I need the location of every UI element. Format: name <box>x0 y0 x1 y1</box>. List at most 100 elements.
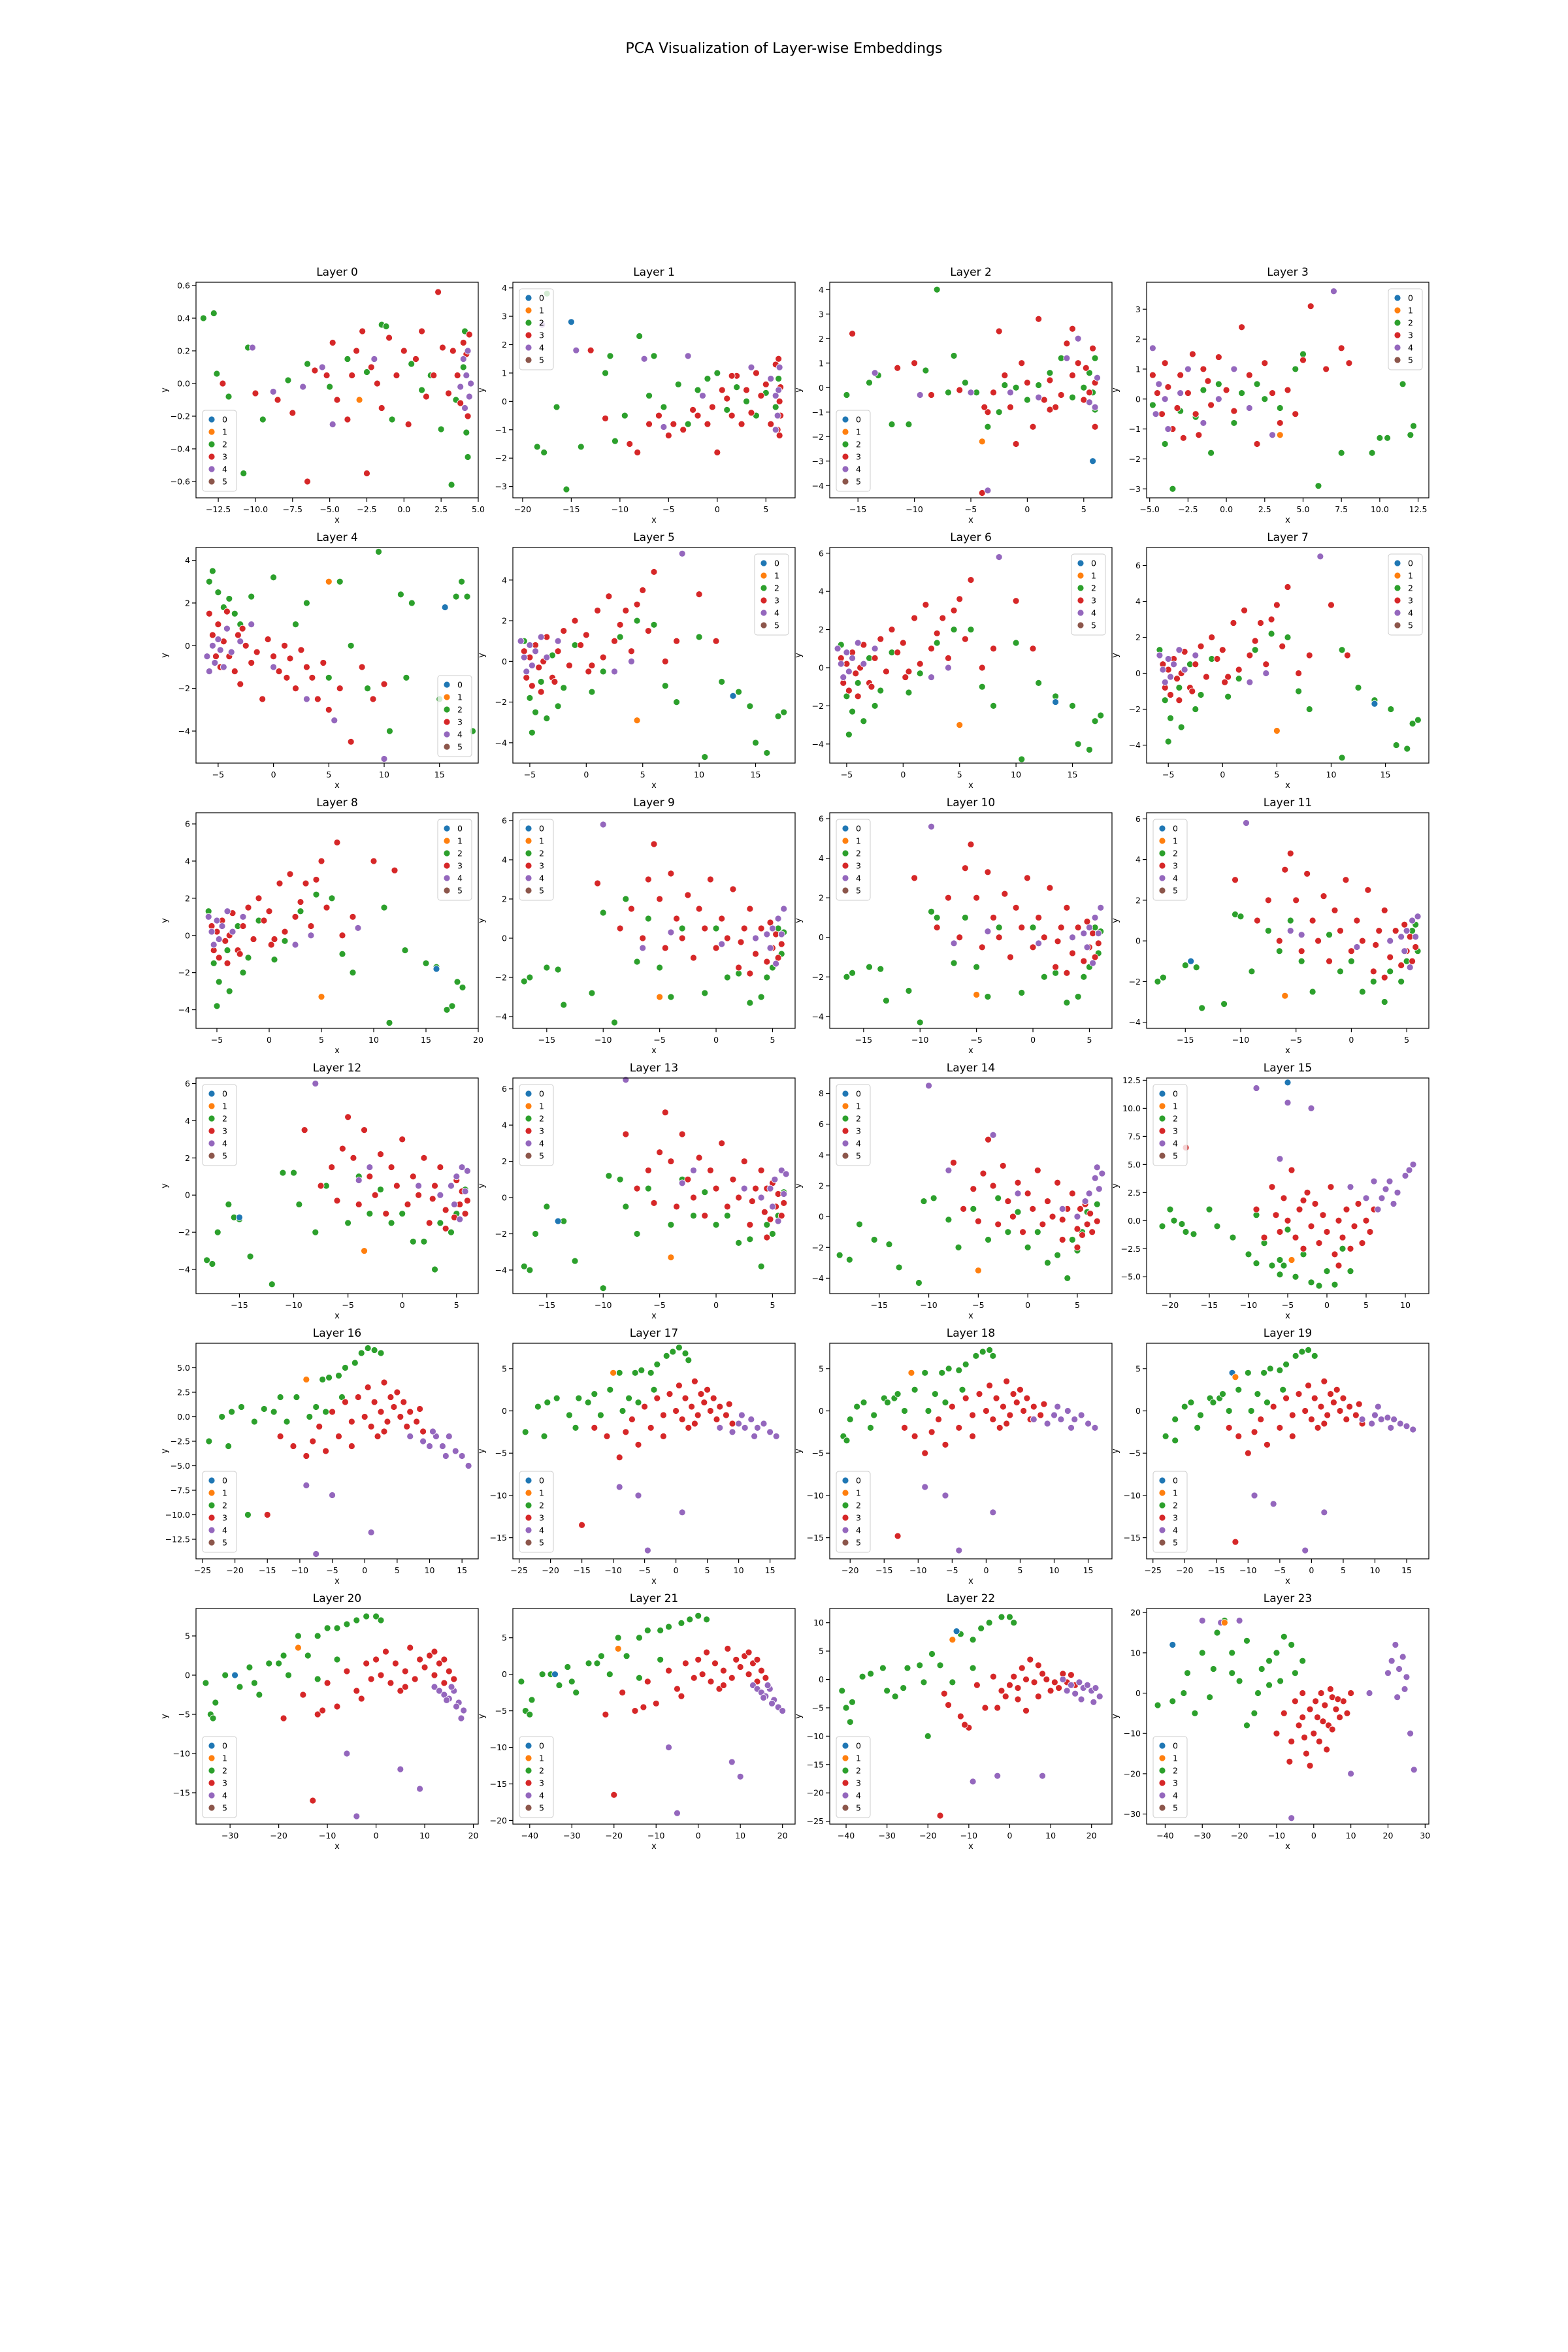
x-axis-label: x <box>335 1046 340 1056</box>
subplot-title: Layer 7 <box>1267 531 1309 544</box>
data-point-class-3 <box>1063 340 1071 348</box>
data-point-class-3 <box>1305 651 1313 659</box>
y-tick-label: 2 <box>185 893 190 903</box>
data-point-class-4 <box>1089 959 1097 967</box>
data-point-class-3 <box>1298 947 1305 955</box>
data-point-class-4 <box>438 1443 446 1450</box>
data-point-class-3 <box>945 1701 952 1709</box>
data-point-class-4 <box>1401 947 1409 955</box>
data-point-class-4 <box>453 1703 460 1710</box>
data-point-class-3 <box>916 660 924 668</box>
y-axis-label: y <box>794 387 804 393</box>
legend-marker-class-3 <box>525 1779 532 1787</box>
data-point-class-4 <box>1198 1617 1206 1624</box>
data-point-class-4 <box>457 383 465 391</box>
x-tick-label: 0.0 <box>397 504 410 514</box>
data-point-class-2 <box>250 1418 258 1426</box>
legend-label: 4 <box>539 1791 544 1801</box>
data-point-class-3 <box>1354 1200 1362 1207</box>
x-tick-label: 10 <box>419 1831 430 1840</box>
y-tick-label: −10 <box>490 1490 507 1500</box>
data-point-class-2 <box>985 1619 993 1627</box>
points-group <box>199 288 475 489</box>
legend-label: 4 <box>856 1526 861 1535</box>
data-point-class-4 <box>1269 1500 1277 1508</box>
data-point-class-3 <box>328 1164 336 1171</box>
data-point-class-3 <box>1014 1684 1022 1691</box>
data-point-class-2 <box>1315 1282 1323 1290</box>
figure-title: PCA Visualization of Layer-wise Embeddin… <box>625 41 943 57</box>
data-point-class-2 <box>1243 1722 1250 1729</box>
data-point-class-2 <box>1279 1386 1287 1394</box>
data-point-class-3 <box>990 645 997 653</box>
data-point-class-3 <box>1343 651 1351 659</box>
data-point-class-3 <box>911 1432 919 1440</box>
x-tick-label: 0 <box>715 504 720 514</box>
data-point-class-2 <box>1248 968 1256 975</box>
data-point-class-2 <box>877 687 885 694</box>
subplot-title: Layer 21 <box>630 1592 678 1605</box>
y-tick-label: 2 <box>185 1153 190 1163</box>
data-point-class-3 <box>380 680 388 688</box>
x-tick-label: 0 <box>362 1565 367 1575</box>
points-group <box>517 1612 787 1817</box>
legend-label: 3 <box>1173 1778 1178 1788</box>
x-tick-label: 0 <box>1309 1565 1314 1575</box>
legend-label: 2 <box>856 1766 861 1776</box>
subplot-title: Layer 17 <box>630 1327 678 1340</box>
data-point-class-3 <box>214 621 222 629</box>
y-tick-label: 3 <box>502 312 507 321</box>
legend-label: 4 <box>222 1526 227 1535</box>
data-point-class-2 <box>1307 1279 1315 1286</box>
data-point-class-2 <box>769 1230 776 1237</box>
x-tick-label: 10 <box>735 1831 745 1840</box>
data-point-class-3 <box>1335 1217 1343 1224</box>
data-point-class-3 <box>640 1703 647 1711</box>
data-point-class-3 <box>973 894 981 902</box>
data-point-class-3 <box>1026 1656 1034 1663</box>
data-point-class-3 <box>1161 359 1169 367</box>
legend-marker-class-5 <box>1394 621 1401 629</box>
data-point-class-3 <box>463 1197 471 1205</box>
data-point-class-3 <box>981 403 988 411</box>
data-point-class-3 <box>1047 1687 1054 1695</box>
legend-marker-class-3 <box>1394 331 1401 339</box>
data-point-class-3 <box>361 1413 368 1420</box>
data-point-class-3 <box>353 347 360 355</box>
data-point-class-3 <box>974 1217 982 1225</box>
legend-label: 3 <box>856 861 861 871</box>
data-point-class-3 <box>1069 325 1076 333</box>
legend-label: 1 <box>222 1102 227 1111</box>
data-point-class-3 <box>1086 1210 1094 1217</box>
data-point-class-3 <box>994 1220 1002 1228</box>
legend-label: 4 <box>856 874 861 883</box>
x-tick-label: −40 <box>521 1831 538 1840</box>
data-point-class-3 <box>1291 1697 1299 1705</box>
points-group <box>1154 1617 1418 1822</box>
legend-label: 4 <box>222 1791 227 1801</box>
data-point-class-3 <box>1235 1432 1243 1440</box>
legend-label: 2 <box>222 440 227 449</box>
data-point-class-4 <box>660 423 668 431</box>
data-point-class-2 <box>244 954 252 962</box>
data-point-class-3 <box>1324 1411 1331 1419</box>
data-point-class-4 <box>1095 1185 1103 1193</box>
data-point-class-3 <box>743 386 750 394</box>
data-point-class-3 <box>440 1656 448 1663</box>
data-point-class-4 <box>1094 930 1102 938</box>
data-point-class-2 <box>276 1394 284 1401</box>
points-group <box>836 1082 1106 1286</box>
data-point-class-4 <box>237 638 244 645</box>
data-point-class-1 <box>610 1369 617 1377</box>
data-point-class-2 <box>650 352 658 360</box>
y-tick-label: −3 <box>495 482 507 491</box>
data-point-class-1 <box>295 1644 302 1652</box>
data-point-class-3 <box>1083 1220 1091 1228</box>
y-tick-label: −20 <box>490 1816 507 1825</box>
legend-label: 5 <box>457 742 463 752</box>
legend-label: 0 <box>856 824 861 834</box>
x-tick-label: 5 <box>319 1035 324 1045</box>
data-point-class-3 <box>939 614 947 622</box>
data-point-class-2 <box>459 984 466 991</box>
data-point-class-2 <box>984 423 992 431</box>
